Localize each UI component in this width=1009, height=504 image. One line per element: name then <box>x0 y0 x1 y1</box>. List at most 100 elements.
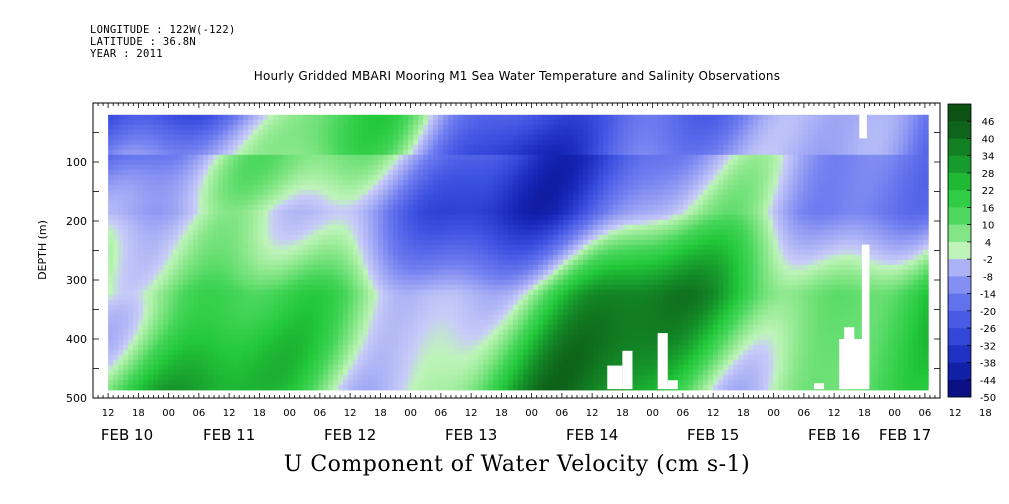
heatmap-cell <box>218 274 224 281</box>
heatmap-cell <box>143 124 149 131</box>
heatmap-cell <box>543 284 549 291</box>
heatmap-cell <box>403 274 409 281</box>
heatmap-cell <box>393 319 399 326</box>
heatmap-cell <box>483 314 489 321</box>
heatmap-cell <box>313 259 319 266</box>
heatmap-cell <box>293 289 299 296</box>
heatmap-cell <box>223 369 229 376</box>
heatmap-cell <box>418 304 424 311</box>
heatmap-cell <box>228 359 234 366</box>
heatmap-cell <box>378 239 384 246</box>
heatmap-cell <box>538 374 544 381</box>
heatmap-cell <box>378 204 384 211</box>
heatmap-cell <box>393 354 399 361</box>
heatmap-cell <box>328 194 334 201</box>
heatmap-cell <box>113 149 119 156</box>
heatmap-cell <box>458 224 464 231</box>
heatmap-cell <box>413 149 419 156</box>
heatmap-cell <box>123 164 129 171</box>
heatmap-cell <box>178 254 184 261</box>
heatmap-cell <box>508 289 514 296</box>
heatmap-cell <box>473 114 479 121</box>
heatmap-cell <box>128 149 134 156</box>
heatmap-cell <box>123 119 129 126</box>
heatmap-cell <box>413 299 419 306</box>
heatmap-cell <box>438 204 444 211</box>
heatmap-cell <box>158 299 164 306</box>
heatmap-cell <box>333 114 339 121</box>
heatmap-cell <box>213 209 219 216</box>
heatmap-cell <box>378 229 384 236</box>
heatmap-cell <box>138 284 144 291</box>
heatmap-cell <box>173 124 179 131</box>
heatmap-cell <box>203 334 209 341</box>
heatmap-cell <box>498 284 504 291</box>
heatmap-cell <box>143 369 149 376</box>
heatmap-cell <box>393 139 399 146</box>
heatmap-cell <box>453 189 459 196</box>
heatmap-cell <box>328 129 334 136</box>
heatmap-cell <box>328 329 334 336</box>
heatmap-cell <box>398 234 404 241</box>
heatmap-cell <box>353 294 359 301</box>
heatmap-cell <box>403 204 409 211</box>
heatmap-cell <box>433 144 439 151</box>
heatmap-cell <box>233 259 239 266</box>
heatmap-cell <box>368 354 374 361</box>
heatmap-cell <box>203 144 209 151</box>
heatmap-cell <box>148 299 154 306</box>
heatmap-cell <box>333 289 339 296</box>
heatmap-cell <box>543 244 549 251</box>
heatmap-cell <box>523 289 529 296</box>
heatmap-cell <box>438 369 444 376</box>
heatmap-cell <box>108 254 114 261</box>
heatmap-cell <box>293 209 299 216</box>
heatmap-cell <box>513 329 519 336</box>
heatmap-cell <box>353 184 359 191</box>
heatmap-cell <box>358 334 364 341</box>
heatmap-cell <box>108 179 114 186</box>
heatmap-cell <box>523 339 529 346</box>
heatmap-cell <box>533 374 539 381</box>
heatmap-cell <box>218 249 224 256</box>
heatmap-cell <box>308 334 314 341</box>
heatmap-cell <box>228 249 234 256</box>
heatmap-cell <box>448 174 454 181</box>
heatmap-cell <box>138 184 144 191</box>
heatmap-cell <box>328 309 334 316</box>
heatmap-cell <box>418 324 424 331</box>
heatmap-cell <box>413 184 419 191</box>
heatmap-cell <box>348 254 354 261</box>
heatmap-cell <box>383 289 389 296</box>
heatmap-cell <box>433 239 439 246</box>
heatmap-cell <box>413 179 419 186</box>
heatmap-cell <box>148 199 154 206</box>
heatmap-cell <box>248 224 254 231</box>
heatmap-cell <box>478 354 484 361</box>
heatmap-cell <box>433 154 439 161</box>
heatmap-cell <box>453 359 459 366</box>
heatmap-cell <box>373 249 379 256</box>
heatmap-cell <box>388 309 394 316</box>
heatmap-cell <box>483 279 489 286</box>
heatmap-cell <box>403 359 409 366</box>
heatmap-cell <box>263 154 269 161</box>
heatmap-cell <box>478 269 484 276</box>
heatmap-cell <box>268 114 274 121</box>
heatmap-cell <box>508 344 514 351</box>
heatmap-cell <box>463 114 469 121</box>
heatmap-cell <box>508 349 514 356</box>
heatmap-cell <box>313 364 319 371</box>
heatmap-cell <box>548 274 554 281</box>
heatmap-cell <box>458 354 464 361</box>
heatmap-cell <box>303 279 309 286</box>
heatmap-cell <box>298 289 304 296</box>
heatmap-cell <box>128 259 134 266</box>
heatmap-cell <box>438 129 444 136</box>
heatmap-cell <box>533 264 539 271</box>
heatmap-cell <box>288 279 294 286</box>
heatmap-cell <box>393 284 399 291</box>
heatmap-cell <box>498 294 504 301</box>
heatmap-cell <box>443 234 449 241</box>
heatmap-cell <box>543 339 549 346</box>
